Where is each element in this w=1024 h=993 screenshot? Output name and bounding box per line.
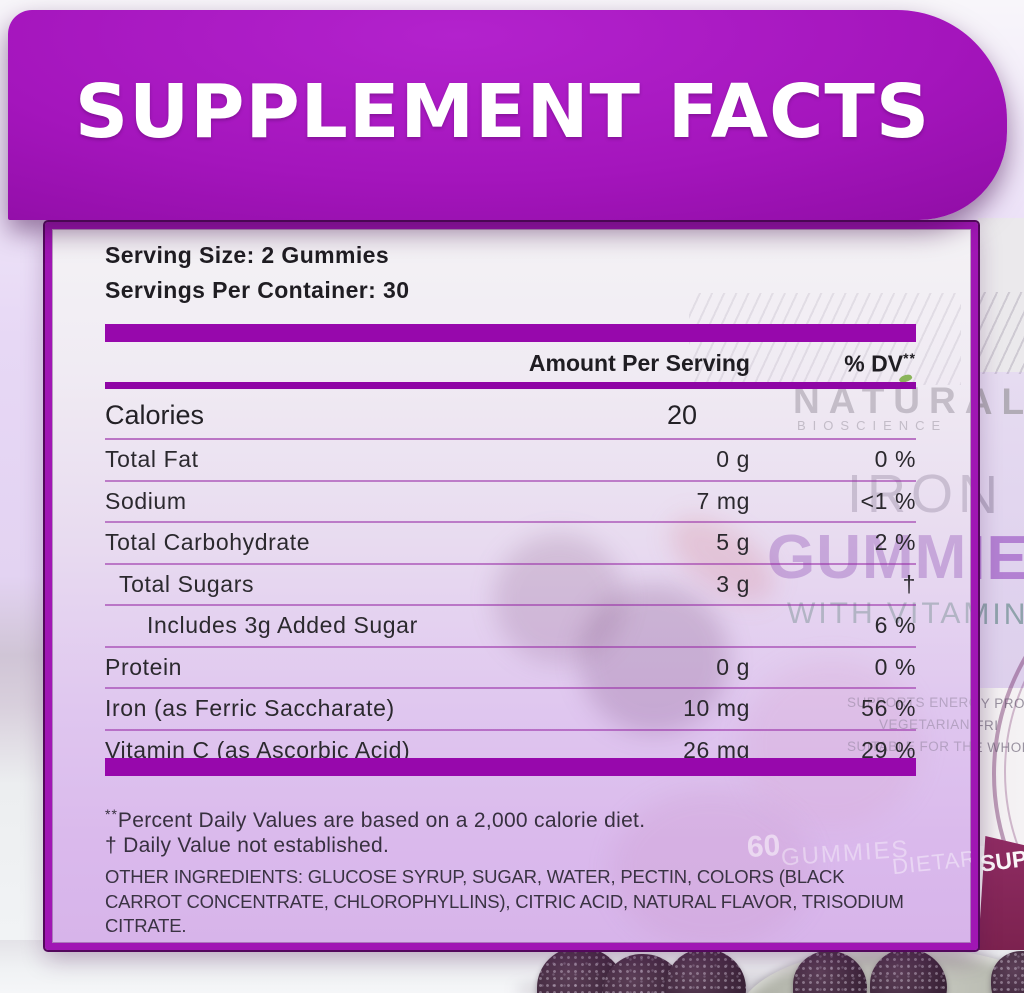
- percent-dv-header: % DV**: [750, 350, 916, 378]
- nutrient-dv: <1 %: [860, 487, 916, 514]
- dv-footnote-text: Percent Daily Values are based on a 2,00…: [117, 809, 646, 832]
- gummy-photo-blur: [612, 789, 812, 943]
- watermark-product-iron: IRON: [847, 464, 971, 524]
- watermark-product-gummies: GUMMIES: [978, 524, 1024, 593]
- watermark-product-withvitamin: WITH VITAMIN: [787, 597, 971, 630]
- calories-amount: 20: [666, 400, 697, 430]
- nutrient-amount: 0 g: [716, 446, 750, 473]
- watermark-product-iron: IRON: [978, 465, 1003, 525]
- dv-footnote-asterisks: **: [105, 806, 118, 822]
- watermark-product-withvitamin: WITH VITAMIN: [978, 598, 1024, 631]
- nutrient-amount: 3 g: [716, 570, 750, 597]
- nutrient-dv: 56 %: [861, 695, 916, 722]
- nutrient-row: Total Carbohydrate 5 g 2 %: [105, 523, 916, 565]
- column-header-row: Amount Per Serving % DV**: [105, 350, 916, 378]
- nutrient-amount: 10 mg: [683, 695, 750, 722]
- berry-photo-blur: [579, 584, 729, 734]
- watermark-brand-name: NATURAL: [978, 381, 1024, 422]
- amount-per-serving-header: Amount Per Serving: [528, 350, 750, 376]
- nutrient-label: Sodium: [105, 487, 187, 514]
- supplement-facts-banner: SUPPLEMENT FACTS: [8, 10, 1007, 220]
- watermark-bullet: SUITABLE FOR THE WHOLE: [847, 739, 971, 754]
- percent-dv-label: % DV: [844, 350, 904, 377]
- nutrient-amount: 7 mg: [696, 487, 750, 514]
- watermark-supplement-fragment: SUPP: [978, 843, 1024, 877]
- calories-label: Calories: [105, 400, 205, 430]
- dagger-footnote: † Daily Value not established.: [105, 834, 390, 857]
- nutrient-row: Includes 3g Added Sugar 6 %: [105, 606, 916, 648]
- percent-dv-asterisks: **: [903, 350, 916, 366]
- bottle-label-strip: NATURAL BIOSCIENCE IRON GUMMIES WITH VIT…: [978, 218, 1024, 950]
- watermark-bullet: VEGETARIAN FRI: [879, 717, 971, 732]
- nutrient-label: Total Fat: [105, 446, 199, 473]
- dv-footnote: **Percent Daily Values are based on a 2,…: [105, 806, 645, 833]
- nutrient-dv: 6 %: [874, 612, 916, 639]
- calories-row: Calories 20: [105, 393, 916, 440]
- watermark-brand-sub: BIOSCIENCE: [797, 418, 948, 433]
- nutrient-dv: 2 %: [874, 529, 916, 556]
- nutrient-amount: 5 g: [716, 529, 750, 556]
- nutrient-dv: 0 %: [874, 653, 916, 680]
- watermark-bullet: SUPPORTS ENERGY PRODU: [978, 696, 1024, 711]
- nutrient-row: Iron (as Ferric Saccharate) 10 mg 56 %: [105, 689, 916, 731]
- panel-content: Serving Size: 2 Gummies Servings Per Con…: [52, 229, 971, 943]
- nutrient-row: Protein 0 g 0 %: [105, 648, 916, 689]
- nutrient-row: Sodium 7 mg <1 %: [105, 482, 916, 523]
- watermark-bullet: VEGETARIAN FRI: [978, 718, 999, 733]
- nutrient-dv: †: [902, 570, 916, 597]
- nutrient-dv: 0 %: [874, 446, 916, 473]
- nutrient-label: Includes 3g Added Sugar: [147, 612, 418, 639]
- other-ingredients-text: GLUCOSE SYRUP, SUGAR, WATER, PECTIN, COL…: [105, 866, 904, 936]
- separator-bar-top: [105, 324, 916, 342]
- watermark-bullet: SUITABLE FOR THE WHOLE: [978, 740, 1024, 755]
- separator-bar-bottom: [105, 758, 916, 776]
- nutrient-label: Protein: [105, 653, 183, 680]
- watermark-bullet: SUPPORTS ENERGY PRODU: [847, 695, 971, 710]
- other-ingredients: OTHER INGREDIENTS: GLUCOSE SYRUP, SUGAR,…: [105, 865, 923, 939]
- bottle-label-magenta-band: [978, 836, 1024, 950]
- nutrient-row: Total Sugars 3 g †: [105, 565, 916, 606]
- nutrient-rows: Total Fat 0 g 0 % Sodium 7 mg <1 % Total Carbo…: [105, 440, 916, 770]
- bottle-hatch-pattern: [978, 292, 1024, 374]
- supplement-facts-panel: NATURAL BIOSCIENCE IRON GUMMIES WITH VIT…: [43, 220, 980, 952]
- nutrient-label: Iron (as Ferric Saccharate): [105, 695, 395, 722]
- nutrient-label: Total Sugars: [119, 570, 255, 597]
- berry-photo-blur: [494, 534, 624, 664]
- servings-per-container: Servings Per Container: 30: [105, 277, 410, 303]
- nutrient-label: Total Carbohydrate: [105, 529, 311, 556]
- bottle-label-lavender-band: [978, 372, 1024, 688]
- page-title: SUPPLEMENT FACTS: [74, 69, 931, 155]
- other-ingredients-label: OTHER INGREDIENTS:: [105, 866, 303, 887]
- nutrient-amount: 0 g: [716, 653, 750, 680]
- header-underline: [105, 382, 916, 389]
- watermark-product-gummies: GUMMIES: [767, 523, 971, 592]
- serving-size: Serving Size: 2 Gummies: [105, 242, 390, 268]
- nutrient-row: Total Fat 0 g 0 %: [105, 440, 916, 482]
